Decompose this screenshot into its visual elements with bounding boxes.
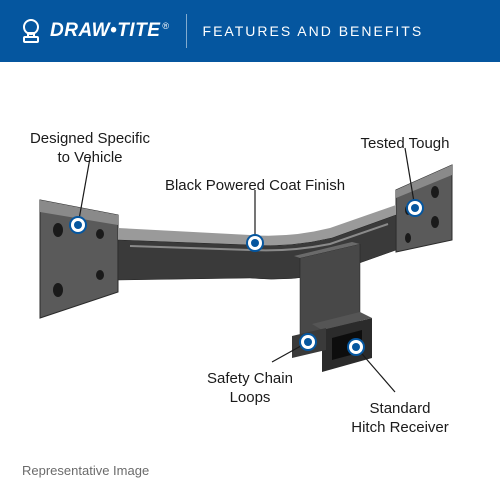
hitch-illustration [40, 165, 452, 372]
callout-safety_loops: Safety ChainLoops [190, 370, 310, 408]
footer-note: Representative Image [22, 463, 149, 478]
callout-black_finish: Black Powered Coat Finish [145, 177, 365, 196]
callout-designed: Designed Specificto Vehicle [15, 130, 165, 168]
marker-black_finish [246, 234, 264, 252]
callout-tested: Tested Tough [345, 135, 465, 154]
marker-safety_loops [299, 333, 317, 351]
page-root: DRAW•TITE® FEATURES AND BENEFITS [0, 0, 500, 500]
marker-receiver [347, 338, 365, 356]
marker-designed [69, 216, 87, 234]
callout-receiver: StandardHitch Receiver [330, 400, 470, 438]
marker-tested [406, 199, 424, 217]
